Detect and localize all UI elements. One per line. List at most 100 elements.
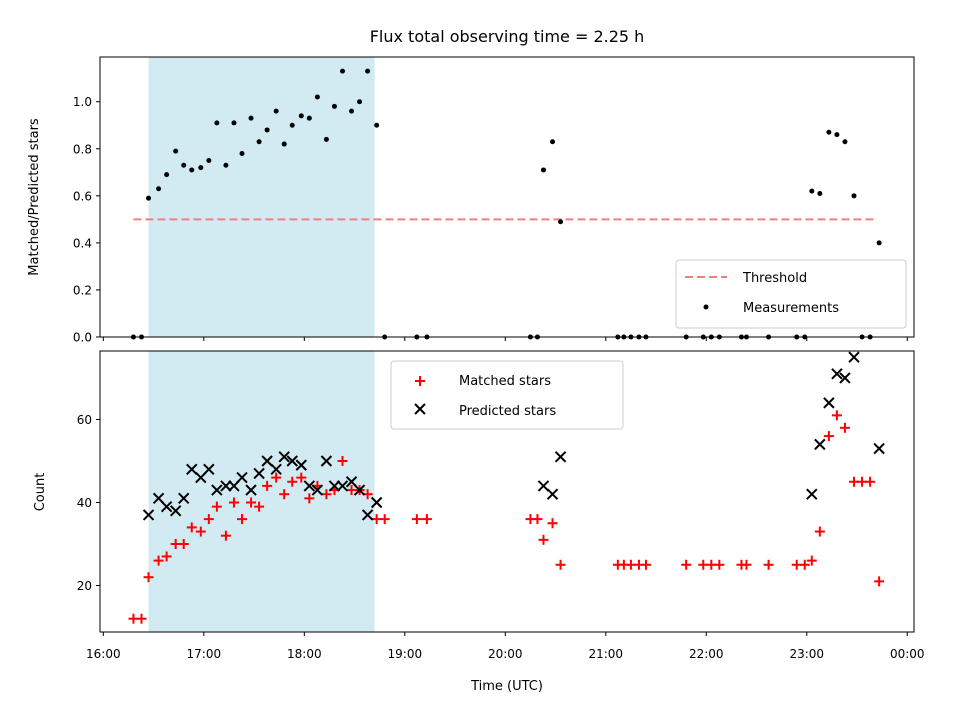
count-axes-frame — [99, 350, 915, 633]
matched-stars-point — [153, 555, 164, 566]
measurements-point — [809, 188, 815, 194]
measurements-point — [164, 172, 170, 178]
ratio-shaded-span — [148, 57, 375, 337]
count-legend: Matched stars Predicted stars — [390, 360, 624, 430]
predicted-stars-point — [814, 438, 826, 451]
matched-stars-point — [421, 514, 432, 525]
x-tick-label: 00:00 — [890, 647, 925, 661]
top-y-tick-label: 0.4 — [73, 236, 92, 250]
count-y-axis-label: Count — [33, 473, 48, 512]
predicted-stars-point — [253, 467, 265, 480]
measurements-point — [826, 129, 832, 135]
predicted-stars-point — [286, 455, 298, 467]
predicted-stars-point — [873, 442, 885, 455]
measurements-point — [558, 219, 564, 225]
matched-stars-point — [254, 501, 265, 512]
matched-stars-point — [262, 480, 273, 491]
measurements-point — [289, 122, 295, 128]
matched-stars-point — [538, 534, 549, 545]
measurements-point — [189, 167, 195, 173]
matched-stars-point — [839, 422, 850, 433]
matched-stars-point — [681, 559, 692, 570]
measurements-point — [306, 115, 312, 121]
measurements-point — [540, 167, 546, 173]
predicted-stars-point — [278, 451, 290, 463]
matched-stars-point — [136, 613, 147, 624]
matched-stars-point — [547, 518, 558, 529]
predicted-stars-point — [303, 480, 316, 492]
measurements-point — [331, 103, 337, 109]
x-axis-label: Time (UTC) — [470, 679, 543, 694]
matched-stars-point — [279, 489, 290, 500]
ratio-panel: 0.0 0.2 0.4 0.6 0.8 1.0 Matched/Predicted sta… — [27, 56, 915, 345]
bot-y-tick-label: 20 — [77, 579, 92, 593]
measurements-point — [851, 193, 857, 199]
ratio-legend: Threshold Measurements — [675, 259, 907, 329]
x-tick-label: 17:00 — [187, 647, 222, 661]
predicted-stars-point — [261, 455, 273, 467]
matched-stars-point — [228, 497, 239, 508]
predicted-stars-legend-swatch — [414, 403, 426, 415]
x-tick-label: 19:00 — [388, 647, 423, 661]
matched-stars-point — [814, 526, 825, 537]
x-tick-label: 16:00 — [86, 647, 121, 661]
measurements-legend-swatch — [703, 304, 709, 310]
predicted-stars-point — [370, 496, 383, 509]
predicted-stars-point — [806, 488, 818, 500]
predicted-stars-point — [160, 500, 173, 513]
predicted-stars-point — [186, 463, 198, 476]
predicted-stars-point — [848, 351, 860, 363]
measurements-point — [834, 132, 840, 138]
measurements-point — [876, 240, 882, 246]
matched-stars-point — [379, 514, 390, 525]
measurements-point — [314, 94, 320, 100]
top-y-tick-label: 0.8 — [73, 142, 92, 156]
matched-stars-point — [831, 410, 842, 421]
matched-stars-point — [161, 551, 172, 562]
matched-stars-legend-label: Matched stars — [459, 374, 551, 389]
predicted-stars-point — [142, 509, 155, 521]
measurements-point — [231, 120, 237, 126]
count-shaded-span — [148, 351, 375, 632]
x-tick-label: 22:00 — [689, 647, 724, 661]
measurements-point — [550, 139, 556, 145]
matched-stars-point — [555, 559, 566, 570]
x-tick-label: 23:00 — [789, 647, 824, 661]
top-y-tick-label: 0.2 — [73, 283, 92, 297]
bot-y-tick-label: 60 — [77, 413, 92, 427]
matched-stars-point — [337, 455, 348, 466]
predicted-stars-point — [236, 471, 248, 484]
measurements-point — [281, 141, 287, 147]
ratio-axes-frame — [99, 56, 915, 338]
measurements-point — [239, 150, 245, 156]
measurements-point — [248, 115, 254, 121]
predicted-stars-point — [245, 484, 257, 496]
measurements-point — [349, 108, 355, 114]
predicted-stars-point — [203, 463, 215, 476]
threshold-legend-label: Threshold — [742, 271, 807, 286]
predicted-stars-legend-label: Predicted stars — [459, 404, 556, 419]
measurements-point — [156, 186, 162, 192]
measurements-point — [273, 108, 279, 114]
matched-stars-point — [823, 431, 834, 442]
predicted-stars-point — [270, 463, 282, 476]
matched-stars-point — [246, 497, 257, 508]
matched-stars-point — [203, 514, 214, 525]
matched-stars-point — [321, 489, 332, 500]
x-tick-label: 20:00 — [488, 647, 523, 661]
measurements-point — [256, 139, 262, 145]
measurements-point — [339, 68, 345, 74]
matched-stars-point — [640, 559, 651, 570]
bot-y-tick-label: 40 — [77, 496, 92, 510]
predicted-stars-point — [211, 484, 223, 496]
matched-stars-point — [195, 526, 206, 537]
predicted-stars-point — [311, 484, 324, 496]
predicted-stars-point — [178, 492, 190, 505]
measurements-point — [817, 190, 823, 196]
matched-stars-point — [296, 472, 307, 483]
measurements-point — [264, 127, 270, 133]
predicted-stars-point — [353, 484, 366, 496]
top-y-tick-label: 0.0 — [73, 331, 92, 345]
predicted-stars-point — [823, 397, 835, 409]
